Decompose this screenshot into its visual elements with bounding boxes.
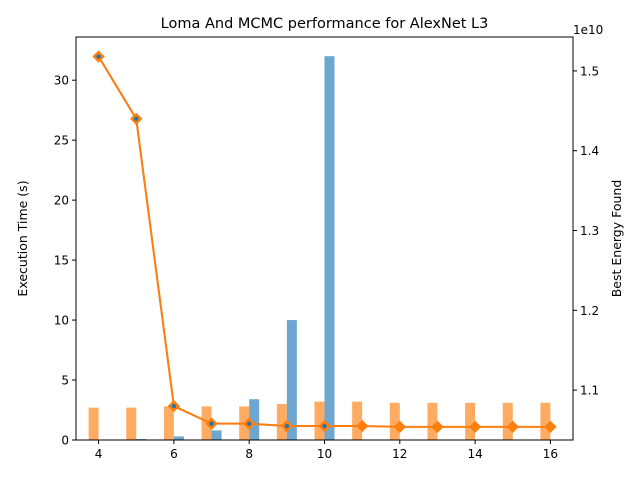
chart-title: Loma And MCMC performance for AlexNet L3 [161,16,489,32]
orange-bar-12 [390,403,400,440]
orange-bar-13 [427,403,437,440]
x-tick-label-16: 16 [543,447,558,461]
blue-point-9 [285,424,289,428]
y-tick-label-20: 20 [54,194,69,208]
x-tick-label-14: 14 [467,447,482,461]
y2-tick-label-1.1: 1.1 [580,384,599,398]
y-tick-label-25: 25 [54,134,69,148]
y2-tick-label-1.4: 1.4 [580,144,599,158]
x-tick-label-8: 8 [245,447,253,461]
y-tick-label-5: 5 [61,374,69,388]
x-tick-label-4: 4 [95,447,103,461]
orange-bar-5 [126,408,136,440]
blue-point-5 [134,117,138,121]
orange-bar-6 [164,406,174,440]
blue-point-7 [209,421,213,425]
blue-point-8 [247,421,251,425]
blue-bar-7 [212,430,222,440]
blue-bar-6 [174,436,184,440]
y2-offset-text: 1e10 [573,23,603,37]
y-tick-label-15: 15 [54,254,69,268]
blue-bar-10 [325,56,335,440]
y2-tick-label-1.5: 1.5 [580,64,599,78]
blue-point-4 [96,54,100,58]
blue-point-6 [172,404,176,408]
y2-tick-label-1.2: 1.2 [580,304,599,318]
orange-bar-14 [465,403,475,440]
y-tick-label-0: 0 [61,434,69,448]
y2-tick-label-1.3: 1.3 [580,224,599,238]
x-tick-label-10: 10 [317,447,332,461]
orange-bar-10 [315,402,325,440]
orange-bar-4 [89,408,99,440]
x-tick-label-12: 12 [392,447,407,461]
x-tick-label-6: 6 [170,447,178,461]
y-tick-label-30: 30 [54,74,69,88]
blue-point-10 [322,424,326,428]
y-axis-label: Execution Time (s) [15,180,30,296]
orange-bar-11 [352,402,362,440]
y-tick-label-10: 10 [54,314,69,328]
orange-bar-16 [540,403,550,440]
y2-axis-label: Best Energy Found [609,180,624,298]
orange-bar-15 [503,403,513,440]
